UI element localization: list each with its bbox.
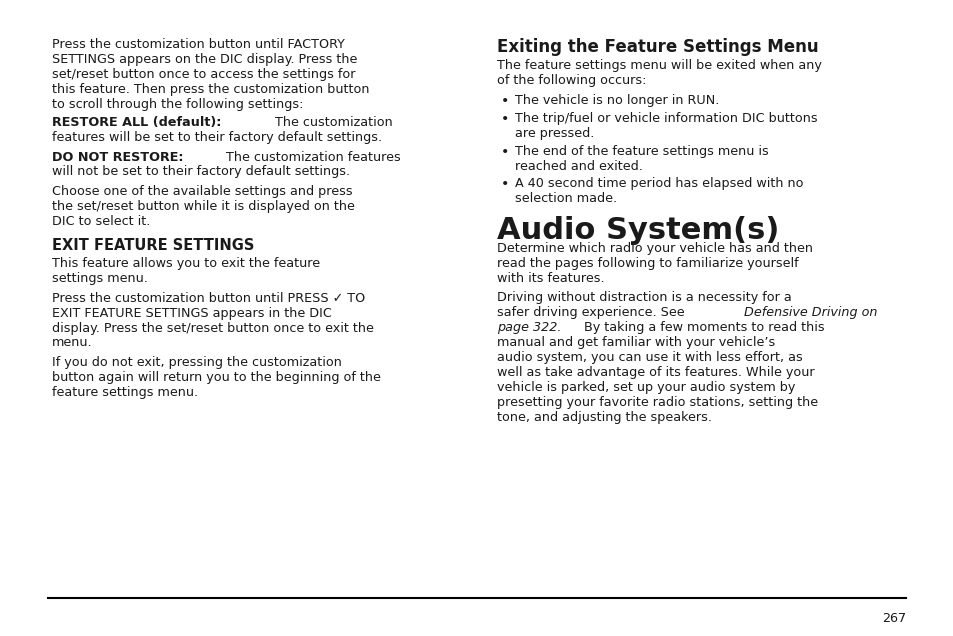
Text: EXIT FEATURE SETTINGS: EXIT FEATURE SETTINGS bbox=[52, 238, 254, 252]
Text: Driving without distraction is a necessity for a: Driving without distraction is a necessi… bbox=[497, 291, 791, 305]
Text: This feature allows you to exit the feature
settings menu.: This feature allows you to exit the feat… bbox=[52, 258, 320, 286]
Text: The customization features: The customization features bbox=[221, 151, 400, 163]
Text: Audio System(s): Audio System(s) bbox=[497, 216, 779, 245]
Text: page 322.: page 322. bbox=[497, 321, 560, 334]
Text: •: • bbox=[500, 145, 509, 159]
Text: EXIT FEATURE SETTINGS appears in the DIC: EXIT FEATURE SETTINGS appears in the DIC bbox=[52, 307, 332, 320]
Text: The vehicle is no longer in RUN.: The vehicle is no longer in RUN. bbox=[515, 94, 719, 107]
Text: The trip/fuel or vehicle information DIC buttons: The trip/fuel or vehicle information DIC… bbox=[515, 112, 817, 125]
Text: By taking a few moments to read this: By taking a few moments to read this bbox=[579, 321, 823, 334]
Text: safer driving experience. See: safer driving experience. See bbox=[497, 306, 688, 319]
Text: The end of the feature settings menu is: The end of the feature settings menu is bbox=[515, 145, 768, 158]
Text: DO NOT RESTORE:: DO NOT RESTORE: bbox=[52, 151, 183, 163]
Text: Press the customization button until FACTORY
SETTINGS appears on the DIC display: Press the customization button until FAC… bbox=[52, 38, 369, 111]
Text: Exiting the Feature Settings Menu: Exiting the Feature Settings Menu bbox=[497, 38, 818, 56]
Text: •: • bbox=[500, 177, 509, 191]
Text: Determine which radio your vehicle has and then
read the pages following to fami: Determine which radio your vehicle has a… bbox=[497, 242, 812, 285]
Text: features will be set to their factory default settings.: features will be set to their factory de… bbox=[52, 131, 382, 144]
Text: •: • bbox=[500, 112, 509, 126]
Text: reached and exited.: reached and exited. bbox=[515, 160, 642, 172]
Text: manual and get familiar with your vehicle’s
audio system, you can use it with le: manual and get familiar with your vehicl… bbox=[497, 336, 818, 424]
Text: Defensive Driving on: Defensive Driving on bbox=[743, 306, 877, 319]
Text: display. Press the set/reset button once to exit the: display. Press the set/reset button once… bbox=[52, 322, 374, 335]
Text: 267: 267 bbox=[881, 612, 905, 625]
Text: menu.: menu. bbox=[52, 336, 92, 349]
Text: are pressed.: are pressed. bbox=[515, 127, 594, 140]
Text: RESTORE ALL (default):: RESTORE ALL (default): bbox=[52, 116, 221, 129]
Text: will not be set to their factory default settings.: will not be set to their factory default… bbox=[52, 165, 350, 179]
Text: The customization: The customization bbox=[271, 116, 392, 129]
Text: Press the customization button until PRESS ✓ TO: Press the customization button until PRE… bbox=[52, 292, 365, 305]
Text: selection made.: selection made. bbox=[515, 192, 617, 205]
Text: •: • bbox=[500, 94, 509, 108]
Text: The feature settings menu will be exited when any
of the following occurs:: The feature settings menu will be exited… bbox=[497, 59, 821, 86]
Text: If you do not exit, pressing the customization
button again will return you to t: If you do not exit, pressing the customi… bbox=[52, 356, 380, 399]
Text: Choose one of the available settings and press
the set/reset button while it is : Choose one of the available settings and… bbox=[52, 185, 355, 228]
Text: A 40 second time period has elapsed with no: A 40 second time period has elapsed with… bbox=[515, 177, 802, 190]
